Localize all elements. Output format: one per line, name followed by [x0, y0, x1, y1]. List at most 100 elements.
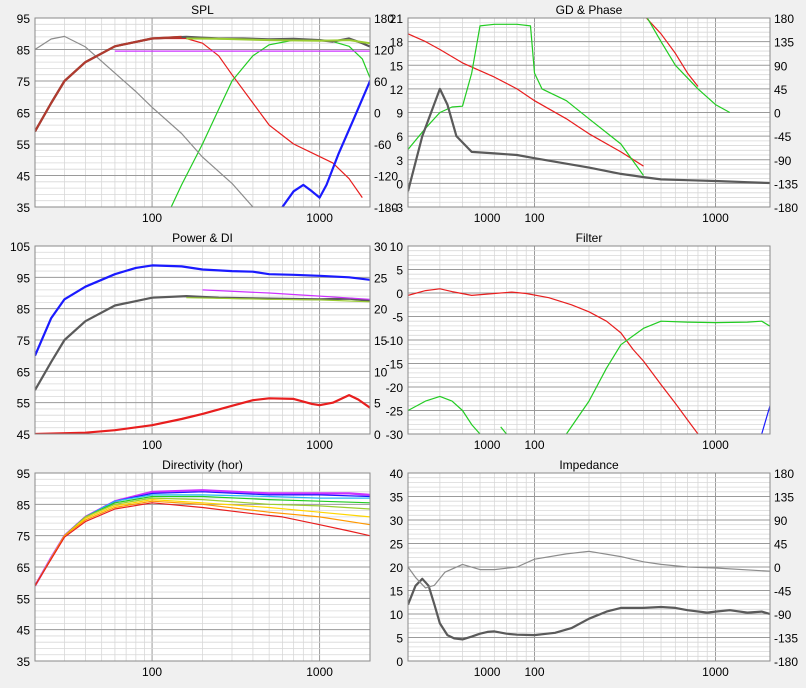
y-left-tick-label: 15	[390, 585, 404, 599]
series-group	[408, 288, 770, 434]
x-tick-label: 1000	[306, 665, 333, 679]
y-right-tick-label: -60	[374, 138, 392, 152]
y-left-tick-label: 25	[390, 538, 404, 552]
y-left-tick-label: 40	[390, 467, 404, 481]
y-left-tick-label: 15	[390, 59, 404, 73]
chart-panel-6: Impedance 40 35 30 25 20 15 10 5 0 180 135 90 45 0 -45 -…	[390, 458, 799, 679]
y-right-tick-label: 90	[774, 514, 788, 528]
x-tick-label: 100	[524, 211, 544, 225]
x-tick-label: 100	[142, 211, 162, 225]
series-group	[35, 264, 370, 434]
series-line-1	[408, 288, 699, 434]
y-right-tick-label: 5	[374, 397, 381, 411]
series-line-6	[186, 37, 370, 45]
y-left-tick-label: 55	[17, 138, 31, 152]
series-group	[35, 35, 370, 207]
y-left-tick-label: 35	[17, 201, 31, 215]
x-tick-label: 100	[524, 665, 544, 679]
chart-panel-4: Filter 10 5 0 -5 -10 -15 -20 -25 -30 100 1000 1000	[386, 231, 771, 452]
series-line-1	[408, 577, 770, 641]
y-right-tick-label: 135	[774, 491, 794, 505]
chart-title: SPL	[191, 3, 214, 17]
y-right-tick-label: 180	[774, 12, 794, 26]
y-right-tick-label: -180	[774, 655, 798, 669]
y-left-tick-label: 65	[17, 561, 31, 575]
series-group	[408, 18, 806, 192]
series-line-5	[35, 497, 370, 587]
y-right-tick-label: 45	[774, 83, 788, 97]
chart-title: Directivity (hor)	[162, 458, 243, 472]
y-right-tick-label: 30	[374, 240, 388, 254]
x-tick-label: 100	[524, 438, 544, 452]
series-line-1	[35, 264, 370, 357]
x-tick-label: 1000	[306, 438, 333, 452]
y-left-tick-label: 18	[390, 36, 404, 50]
y-left-tick-label: -5	[392, 311, 403, 325]
y-left-tick-label: 75	[17, 334, 31, 348]
y-left-tick-label: 35	[390, 491, 404, 505]
x-tick-label: 1000	[474, 438, 501, 452]
y-left-tick-label: 95	[17, 271, 31, 285]
series-line-2	[408, 395, 481, 434]
series-line-1	[408, 33, 644, 167]
y-left-tick-label: 35	[17, 655, 31, 669]
y-left-tick-label: 10	[390, 608, 404, 622]
series-line-8	[35, 502, 370, 587]
plot-border	[34, 472, 371, 662]
grid	[408, 472, 770, 662]
y-right-tick-label: 0	[774, 107, 781, 121]
y-left-tick-label: 95	[17, 12, 31, 26]
series-line-2	[645, 18, 699, 87]
series-line-5	[794, 18, 806, 113]
y-left-tick-label: 55	[17, 397, 31, 411]
y-right-tick-label: 0	[774, 561, 781, 575]
y-left-tick-label: 12	[390, 83, 404, 97]
plot-border	[407, 472, 771, 662]
x-tick-label: 1000	[702, 211, 729, 225]
series-line-2	[35, 295, 370, 391]
y-right-tick-label: -120	[374, 170, 398, 184]
series-group	[408, 550, 770, 641]
y-right-tick-label: -180	[774, 201, 798, 215]
series-line-4	[565, 320, 770, 434]
y-left-tick-label: 85	[17, 44, 31, 58]
chart-title: GD & Phase	[556, 3, 623, 17]
y-right-tick-label: 180	[774, 467, 794, 481]
x-tick-label: 1000	[474, 211, 501, 225]
y-left-tick-label: 6	[396, 130, 403, 144]
series-line-5	[35, 394, 370, 434]
series-line-3	[186, 297, 370, 303]
y-left-tick-label: 75	[17, 530, 31, 544]
series-line-8	[408, 87, 770, 192]
y-left-tick-label: 85	[17, 498, 31, 512]
y-left-tick-label: 65	[17, 365, 31, 379]
y-left-tick-label: 0	[396, 287, 403, 301]
y-left-tick-label: 21	[390, 12, 404, 26]
chart-panel-3: Power & DI105958575655545302520151050100…	[10, 231, 501, 452]
plot-border	[407, 245, 771, 435]
y-right-tick-label: -180	[374, 201, 398, 215]
grid	[35, 17, 370, 208]
y-left-tick-label: 105	[10, 240, 30, 254]
chart-title: Impedance	[559, 458, 619, 472]
x-tick-label: 1000	[702, 665, 729, 679]
series-line-6	[35, 499, 370, 587]
series-line-8	[35, 35, 182, 132]
series-line-4	[202, 289, 370, 300]
y-right-tick-label: 0	[374, 428, 381, 442]
y-left-tick-label: 30	[390, 514, 404, 528]
y-right-tick-label: 90	[774, 59, 788, 73]
y-left-tick-label: 5	[396, 632, 403, 646]
y-left-tick-label: 45	[17, 170, 31, 184]
y-left-tick-label: 45	[17, 624, 31, 638]
y-right-tick-label: -45	[774, 130, 792, 144]
y-right-tick-label: -45	[774, 585, 792, 599]
chart-title: Filter	[576, 231, 603, 245]
y-right-tick-label: 0	[374, 107, 381, 121]
x-tick-label: 100	[142, 665, 162, 679]
y-right-tick-label: 20	[374, 303, 388, 317]
chart-panel-1: SPL95857565554535180120600-60-120-180100…	[17, 3, 501, 225]
plot-border	[34, 245, 371, 435]
